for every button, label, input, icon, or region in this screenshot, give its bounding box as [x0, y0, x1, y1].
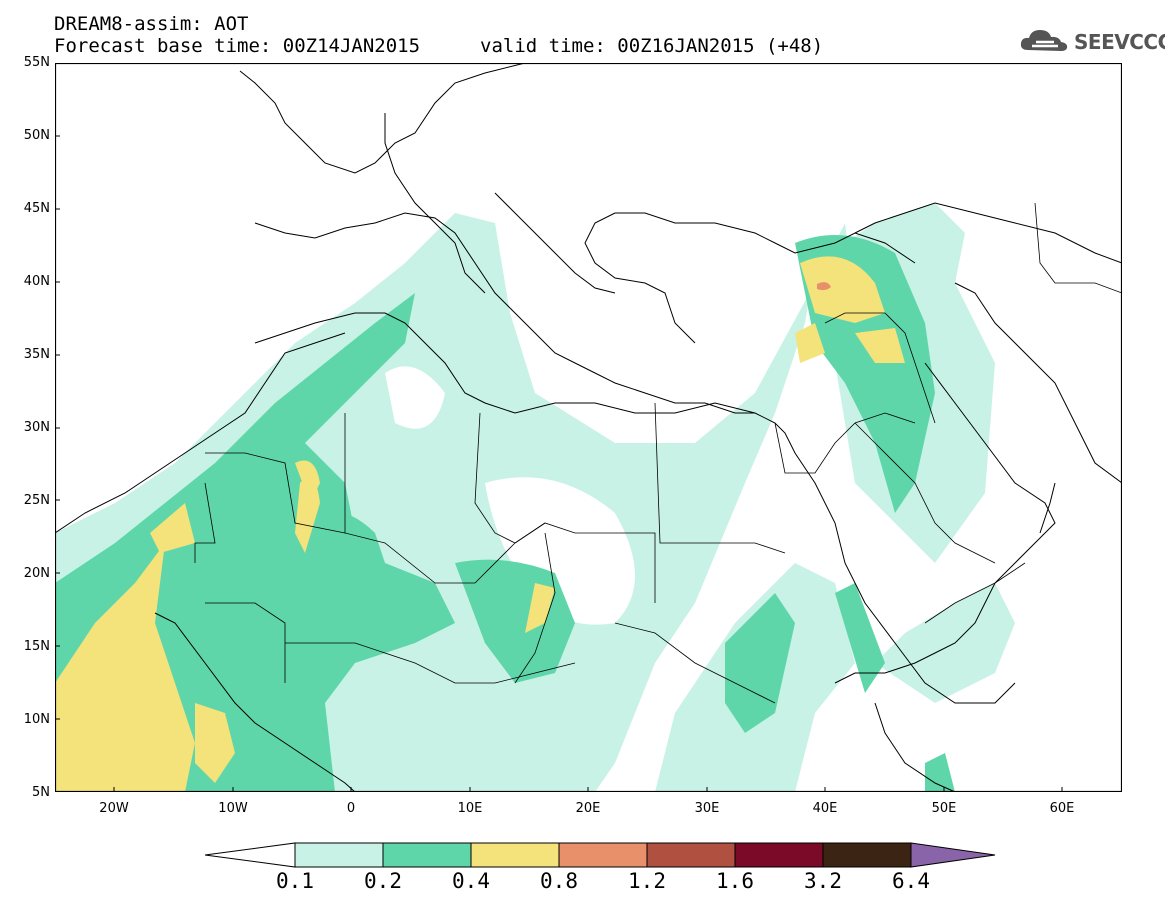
- aot-map: [55, 63, 1122, 792]
- colorbar-label: 1.2: [628, 869, 666, 893]
- lon-label: 10E: [457, 801, 483, 816]
- lat-label: 55N: [23, 55, 50, 70]
- colorbar: [205, 842, 996, 868]
- valid-time: valid time: 00Z16JAN2015 (+48): [480, 35, 824, 57]
- colorbar-swatch: [822, 842, 912, 868]
- lon-label: 20W: [99, 801, 129, 816]
- lat-label: 25N: [23, 493, 50, 508]
- coastlines: [55, 63, 1122, 792]
- colorbar-swatch: [646, 842, 736, 868]
- lon-label: 0: [346, 801, 356, 816]
- colorbar-swatch: [558, 842, 648, 868]
- aot-shading: [55, 63, 1122, 792]
- cloud-icon: [1020, 30, 1068, 51]
- colorbar-label: 0.4: [452, 869, 490, 893]
- lon-label: 50E: [931, 801, 957, 816]
- lat-label: 15N: [23, 639, 50, 654]
- lon-label: 20E: [575, 801, 601, 816]
- colorbar-label: 1.6: [716, 869, 754, 893]
- colorbar-label: 0.1: [276, 869, 314, 893]
- lat-label: 10N: [23, 712, 50, 727]
- seevccc-logo: SEEVCCC: [1018, 24, 1165, 60]
- forecast-base-time: Forecast base time: 00Z14JAN2015: [54, 35, 421, 57]
- country-borders: [194, 202, 1122, 704]
- axis-ticks: [55, 63, 1063, 792]
- colorbar-label: 0.8: [540, 869, 578, 893]
- lat-label: 40N: [23, 274, 50, 289]
- lon-label: 10W: [218, 801, 248, 816]
- aot-band-0-4: [55, 543, 195, 792]
- logo-text: SEEVCCC: [1074, 30, 1165, 54]
- colorbar-swatch: [470, 842, 560, 868]
- colorbar-swatch: [382, 842, 472, 868]
- lon-label: 30E: [694, 801, 720, 816]
- map-title: DREAM8-assim: AOT: [54, 13, 249, 35]
- colorbar-swatch: [294, 842, 384, 868]
- lon-label: 60E: [1049, 801, 1075, 816]
- lat-label: 35N: [23, 347, 50, 362]
- colorbar-max-arrow: [910, 842, 996, 868]
- lon-label: 40E: [812, 801, 838, 816]
- lat-label: 45N: [23, 201, 50, 216]
- colorbar-swatch: [734, 842, 824, 868]
- lat-label: 20N: [23, 566, 50, 581]
- colorbar-label: 0.2: [364, 869, 402, 893]
- colorbar-label: 6.4: [892, 869, 930, 893]
- lat-label: 5N: [32, 785, 50, 800]
- lat-label: 30N: [23, 420, 50, 435]
- colorbar-min-arrow: [205, 842, 296, 868]
- lat-label: 50N: [23, 128, 50, 143]
- colorbar-label: 3.2: [804, 869, 842, 893]
